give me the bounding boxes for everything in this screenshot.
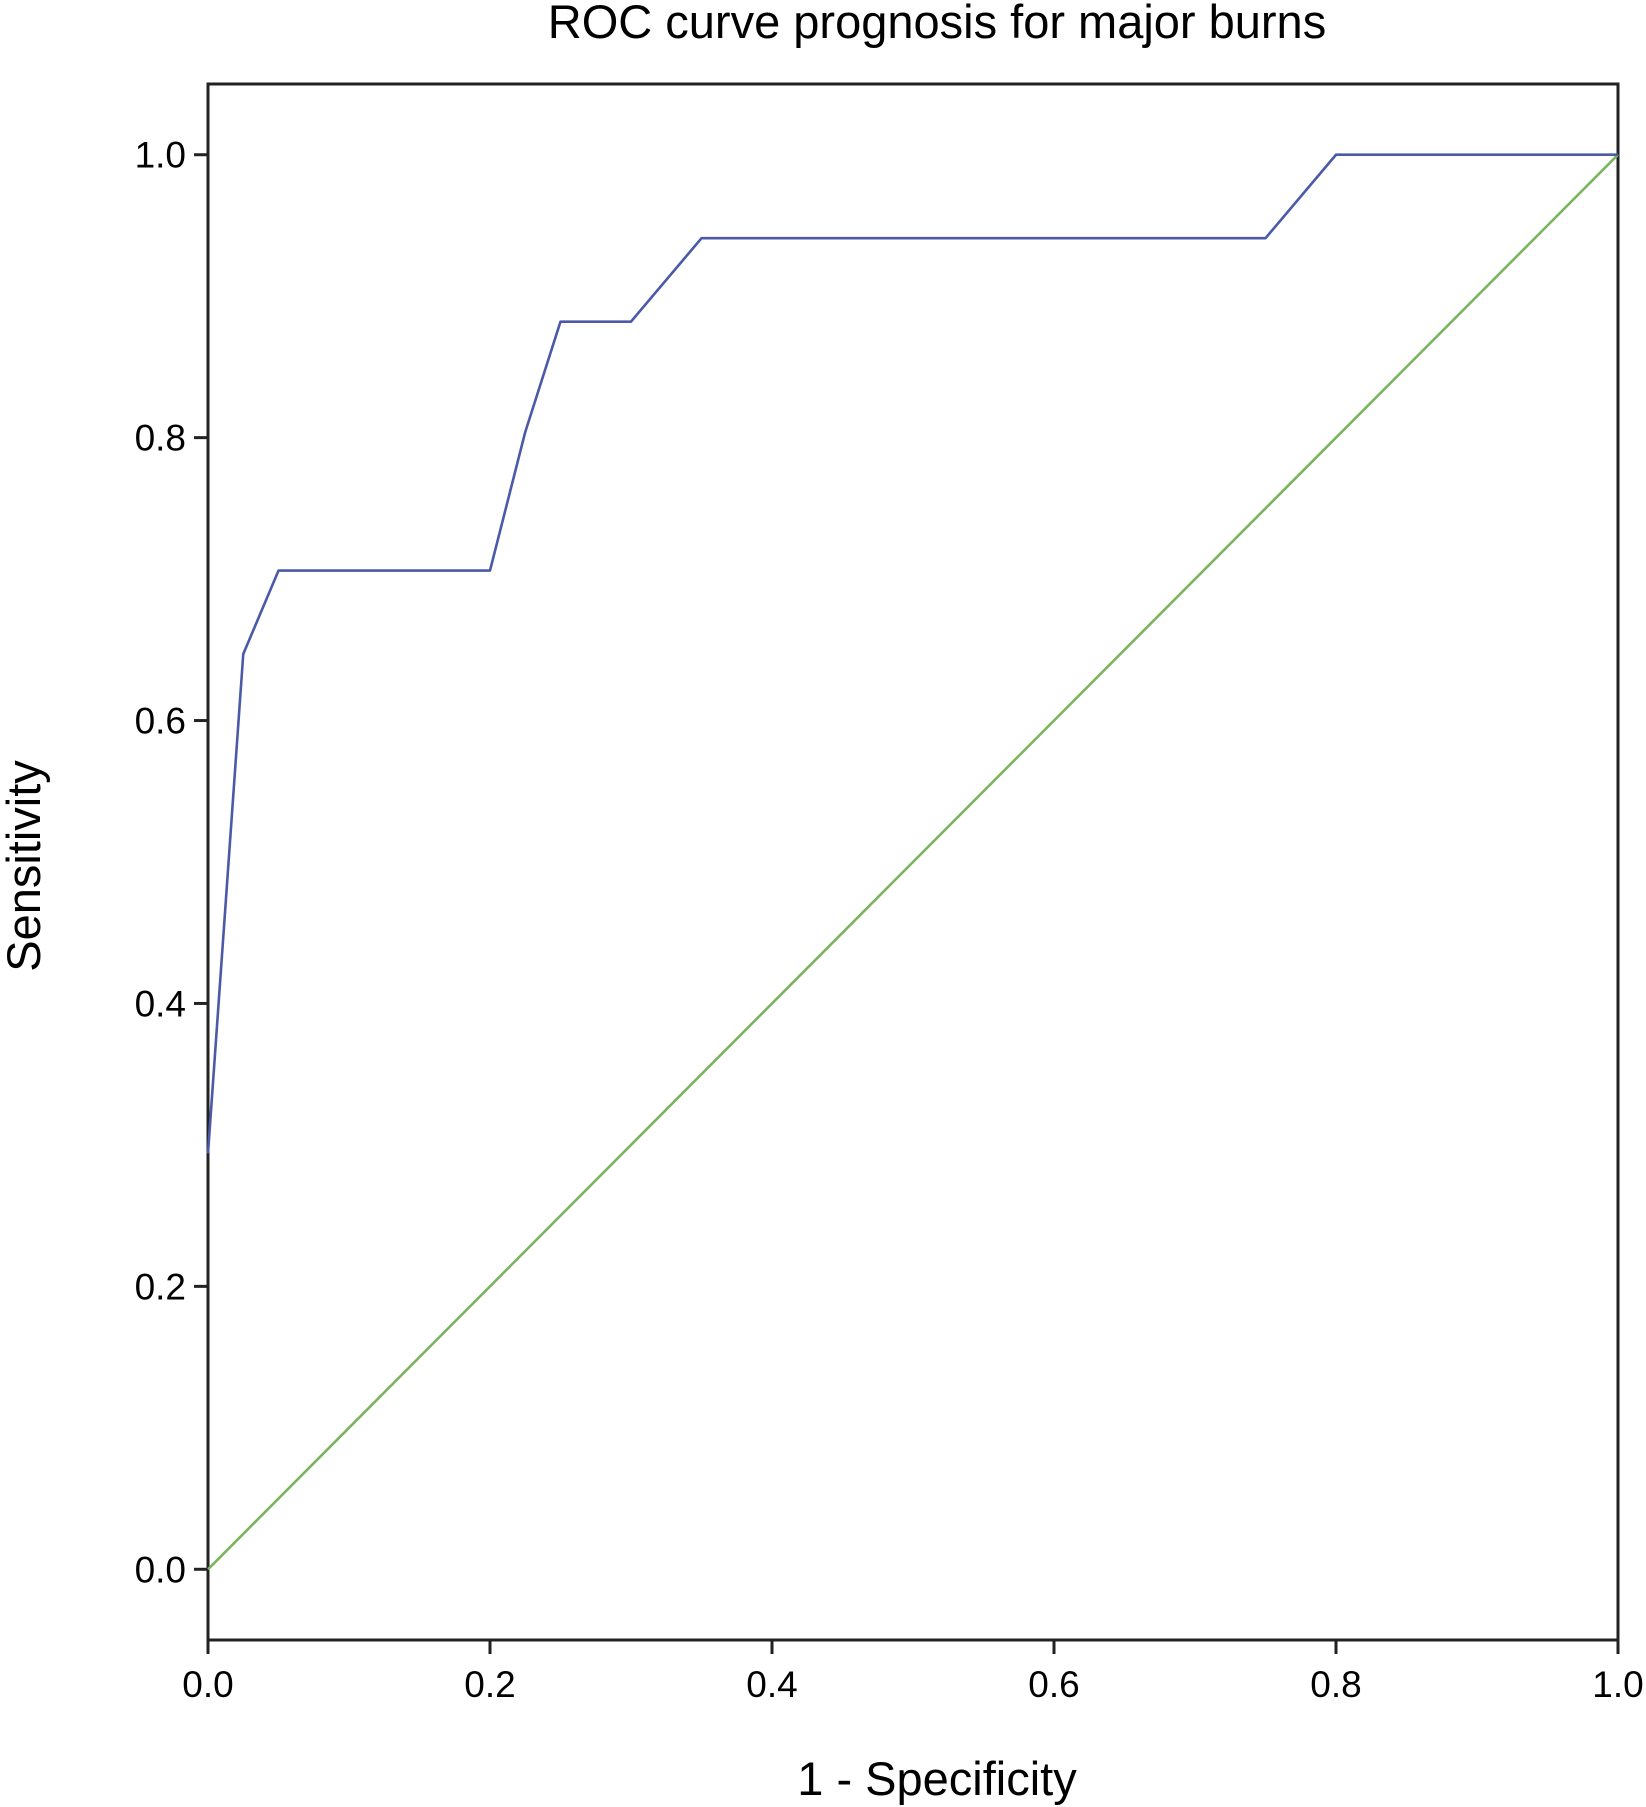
y-tick-label: 1.0: [135, 135, 186, 176]
reference-diagonal-line: [207, 153, 1619, 1571]
y-tick-label: 0.6: [135, 701, 186, 742]
y-tick-label: 0.2: [135, 1266, 186, 1307]
y-axis-label: Sensitivity: [0, 760, 50, 972]
series-layer: [206, 153, 1619, 1571]
chart-title: ROC curve prognosis for major burns: [548, 0, 1326, 48]
x-tick-label: 0.8: [1310, 1664, 1361, 1705]
y-tick-label: 0.8: [135, 418, 186, 459]
y-tick-label: 0.4: [135, 983, 186, 1024]
x-tick-label: 0.2: [464, 1664, 515, 1705]
plot-frame: [206, 82, 1620, 1642]
x-tick-label: 0.4: [746, 1664, 797, 1705]
y-axis-ticks: 0.0 0.2 0.4 0.6 0.8 1.0: [135, 135, 208, 1590]
y-tick-label: 0.0: [135, 1549, 186, 1590]
x-axis-label: 1 - Specificity: [797, 1752, 1077, 1805]
x-tick-label: 0.6: [1028, 1664, 1079, 1705]
x-tick-label: 1.0: [1592, 1664, 1643, 1705]
x-axis-ticks: 0.0 0.2 0.4 0.6 0.8 1.0: [182, 1640, 1644, 1705]
roc-curve-line: [206, 153, 1618, 1154]
x-tick-label: 0.0: [182, 1664, 233, 1705]
